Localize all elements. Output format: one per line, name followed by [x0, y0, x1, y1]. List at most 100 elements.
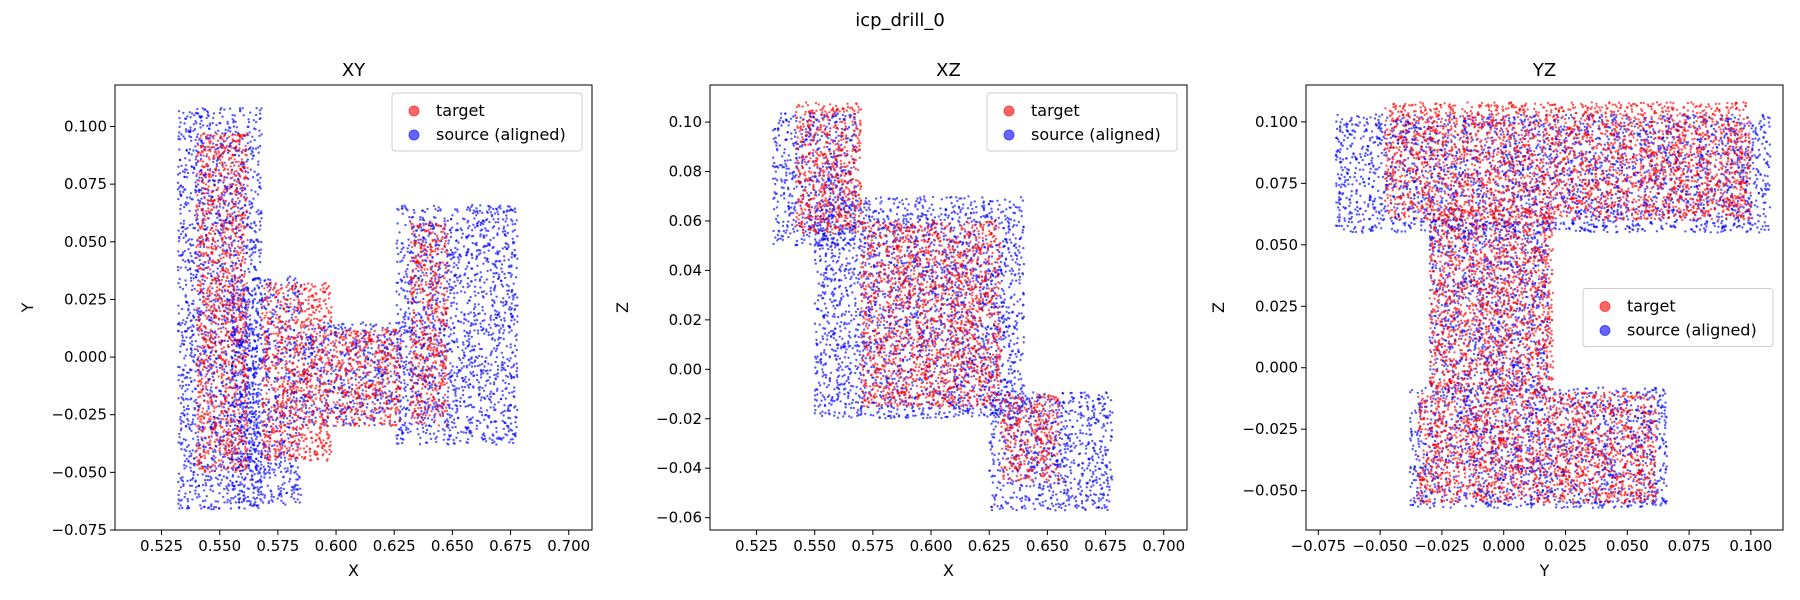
scatter-point: [288, 477, 292, 481]
scatter-point: [256, 238, 259, 241]
scatter-point: [194, 184, 198, 188]
scatter-point: [189, 423, 192, 427]
scatter-point: [407, 300, 410, 304]
scatter-point: [193, 387, 197, 390]
scatter-point: [488, 376, 491, 379]
scatter-point: [403, 318, 406, 321]
scatter-point: [257, 313, 260, 317]
scatter-point: [195, 486, 198, 489]
scatter-point: [504, 242, 507, 245]
scatter-point: [502, 427, 505, 431]
scatter-point: [241, 107, 244, 110]
scatter-point: [184, 234, 188, 238]
scatter-point: [189, 126, 192, 129]
scatter-point: [513, 248, 516, 252]
scatter-point: [494, 360, 497, 364]
scatter-point: [216, 432, 219, 435]
scatter-point: [460, 430, 463, 433]
scatter-point: [404, 321, 407, 325]
scatter-point: [411, 215, 415, 219]
scatter-point: [500, 279, 503, 282]
scatter-point: [449, 248, 453, 252]
scatter-point: [476, 329, 480, 332]
scatter-point: [403, 312, 406, 316]
scatter-point: [211, 121, 214, 125]
scatter-point: [270, 493, 273, 496]
scatter-point: [495, 316, 498, 320]
scatter-point: [234, 354, 237, 357]
scatter-point: [295, 281, 299, 284]
scatter-point: [487, 323, 491, 326]
scatter-point: [401, 321, 404, 324]
scatter-point: [252, 424, 256, 427]
scatter-point: [463, 399, 466, 403]
scatter-point: [361, 389, 364, 392]
scatter-point: [489, 238, 492, 242]
scatter-point: [402, 340, 405, 343]
scatter-point: [507, 308, 511, 311]
scatter-point: [207, 475, 210, 478]
scatter-point: [404, 412, 408, 416]
scatter-point: [227, 470, 230, 474]
scatter-point: [183, 448, 186, 451]
scatter-point: [230, 161, 233, 165]
scatter-point: [473, 274, 476, 277]
scatter-point: [253, 229, 256, 233]
scatter-point: [487, 249, 490, 252]
scatter-point: [510, 302, 513, 305]
scatter-point: [207, 407, 210, 410]
scatter-point: [244, 476, 247, 479]
scatter-point: [409, 350, 412, 353]
scatter-point: [442, 438, 445, 441]
scatter-point: [198, 307, 201, 310]
scatter-point: [366, 402, 369, 406]
scatter-point: [466, 301, 469, 305]
scatter-point: [490, 333, 493, 336]
scatter-point: [234, 438, 237, 442]
scatter-point: [406, 368, 409, 372]
scatter-point: [176, 181, 180, 184]
scatter-point: [260, 456, 263, 459]
scatter-point: [217, 146, 220, 150]
scatter-point: [217, 464, 220, 468]
scatter-point: [256, 301, 259, 305]
scatter-point: [242, 442, 245, 445]
scatter-point: [440, 251, 443, 254]
scatter-point: [316, 367, 319, 370]
scatter-point: [484, 384, 487, 387]
scatter-point: [218, 205, 221, 208]
scatter-point: [250, 189, 253, 192]
scatter-point: [179, 212, 182, 215]
scatter-point: [201, 278, 204, 281]
scatter-point: [466, 227, 470, 230]
scatter-point: [395, 290, 398, 293]
scatter-point: [305, 333, 308, 336]
scatter-point: [183, 137, 187, 140]
scatter-point: [249, 446, 253, 449]
scatter-point: [491, 392, 495, 395]
scatter-point: [499, 260, 502, 263]
scatter-point: [493, 373, 496, 377]
scatter-point: [469, 295, 472, 299]
scatter-point: [503, 233, 506, 236]
scatter-point: [252, 246, 255, 249]
scatter-point: [187, 130, 191, 134]
scatter-point: [433, 293, 437, 296]
scatter-point: [418, 327, 422, 330]
scatter-point: [205, 306, 208, 309]
scatter-point: [257, 163, 260, 166]
scatter-point: [237, 240, 240, 243]
scatter-point: [228, 142, 232, 145]
scatter-point: [355, 368, 359, 371]
scatter-point: [288, 376, 291, 379]
scatter-point: [404, 360, 408, 363]
scatter-point: [281, 483, 284, 486]
scatter-point: [248, 212, 252, 215]
scatter-point: [485, 229, 488, 232]
scatter-point: [314, 335, 318, 339]
scatter-point: [475, 427, 478, 431]
scatter-point: [259, 467, 263, 470]
scatter-point: [219, 327, 222, 330]
scatter-point: [254, 438, 258, 441]
scatter-point: [497, 401, 500, 404]
